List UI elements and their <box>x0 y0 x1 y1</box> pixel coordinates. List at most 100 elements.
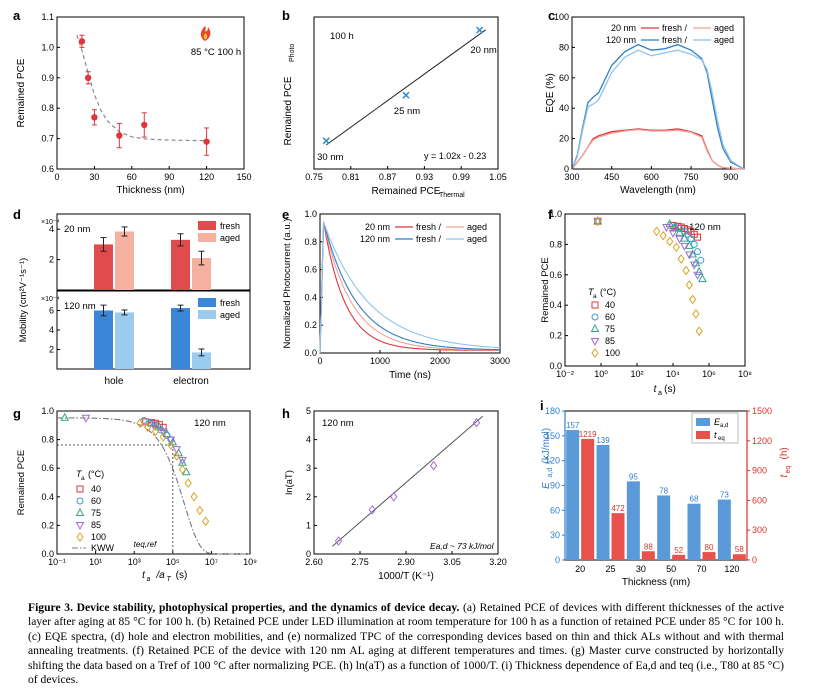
panel-h-ylabel: ln(aT) <box>284 470 295 495</box>
panel-g-xlabel-sub: a <box>147 576 151 583</box>
panel-g-point <box>201 516 210 527</box>
figure-3: a0 30 60 90 120 1500.60.70.80.91.01.1Thicknes… <box>13 8 792 588</box>
panel-d-top-bar <box>192 258 211 290</box>
panel-h-point <box>390 491 398 502</box>
panel-g-point <box>172 446 181 455</box>
panel-e-xlabel: Time (ns) <box>389 370 431 381</box>
panel-a-ytick-label: 0.9 <box>41 73 54 83</box>
panel-h-xtick-label: 3.20 <box>489 557 507 567</box>
caption-title: Figure 3. Device stability, photophysica… <box>28 601 464 614</box>
panel-g-point <box>184 478 192 489</box>
panel-e-ytick-label: 1.0 <box>304 209 317 219</box>
panel-f-point <box>685 240 694 249</box>
panel-letter: f <box>548 207 553 222</box>
panel-f-ytick-label: 1.0 <box>549 209 562 219</box>
panel-d-bottom-legend-label: fresh <box>220 298 240 308</box>
panel-e-series-line <box>319 221 500 354</box>
panel-h-ytick-label: 4 <box>306 435 311 445</box>
panel-i-bar-ead <box>626 481 640 560</box>
panel-i-value-ead: 95 <box>629 472 638 481</box>
panel-c-xtick-label: 750 <box>684 172 699 182</box>
panel-b-xtick-label: 0.81 <box>342 172 360 182</box>
panel-letter: a <box>13 8 21 23</box>
panel-i-category: 25 <box>605 564 615 574</box>
panel-letter: h <box>282 406 290 421</box>
panel-g-teq-label: teq,ref <box>134 540 157 549</box>
panel-e-series-line <box>319 221 501 354</box>
panel-i-bar-ead <box>687 503 701 560</box>
panel-i-value-ead: 68 <box>690 495 699 504</box>
panel-i-ytick-right-label: 600 <box>752 495 767 505</box>
panel-f-legend-label: 85 <box>605 336 615 346</box>
panel-f-legend-label: 100 <box>605 348 620 358</box>
panel-d-top-legend-label: aged <box>220 233 240 243</box>
panel-g-point <box>136 418 144 429</box>
panel-f-point <box>659 230 667 241</box>
panel-letter: d <box>13 207 21 222</box>
panel-c-series-line <box>571 128 745 170</box>
panel-i-bar-ead <box>596 444 610 560</box>
panel-c-legend-row2: 120 nm <box>606 35 636 45</box>
panel-g-xlabel: t <box>142 570 146 581</box>
panel-i-value-teq: 52 <box>674 546 683 555</box>
panel-f-legend-marker <box>591 348 599 358</box>
panel-c-ytick-label: 100 <box>554 12 569 22</box>
panel-h-xtick-label: 3.05 <box>443 557 461 567</box>
panel-a-ytick-label: 1.0 <box>41 42 54 52</box>
panel-d-top-label: 20 nm <box>64 224 90 235</box>
panel-b-equation: y = 1.02x - 0.23 <box>424 151 486 161</box>
panel-g-point <box>166 436 176 445</box>
panel-f-point <box>680 242 689 251</box>
panel-g-point <box>196 505 204 516</box>
panel-f-point <box>682 265 690 276</box>
panel-h-xtick-label: 2.90 <box>397 557 415 567</box>
panel-i-ytick-right-label: 1500 <box>752 406 772 416</box>
panel-a-ytick-label: 1.1 <box>41 12 54 22</box>
panel-f-point <box>680 233 689 242</box>
panel-g-point <box>178 464 187 475</box>
panel-b-ylabel-sub: Photo <box>289 44 296 62</box>
panel-a-point <box>78 38 86 45</box>
panel-g-annotation: 120 nm <box>194 418 226 429</box>
panel-f-point <box>693 271 702 280</box>
panel-g-point <box>144 422 152 433</box>
panel-e-series-line <box>319 221 500 354</box>
panel-f-point <box>593 216 603 225</box>
panel-i-bar-teq <box>641 551 655 560</box>
panel-d-bottom-bar <box>94 310 113 369</box>
panel-i-ytick-left-label: 150 <box>545 431 560 441</box>
panel-d-top-legend-swatch <box>198 233 216 242</box>
panel-g-point <box>178 457 187 466</box>
panel-e-legend-aged: aged <box>467 222 487 232</box>
panel-f-legend-title-unit: (°C) <box>600 287 616 297</box>
panel-i-bar-teq <box>611 513 625 560</box>
panel-f-point <box>694 248 702 256</box>
panel-h-ytick-label: 5 <box>306 406 311 416</box>
panel-b-point-label: 20 nm <box>470 45 496 56</box>
panel-e-series-line <box>319 221 500 354</box>
panel-b-point-label: 25 nm <box>394 106 420 117</box>
panel-g-xlabel-unit: (s) <box>176 570 188 581</box>
panel-i-value-teq: 472 <box>611 504 625 513</box>
panel-i-legend-teq-sub: eq <box>718 436 725 442</box>
panel-f-point <box>672 242 680 253</box>
panel-d-exponent: ×10⁻⁴ <box>41 219 60 226</box>
panel-i-ytick-right-label: 1200 <box>752 436 772 446</box>
panel-b-ylabel: Remained PCE <box>283 76 294 145</box>
panel-i-bar-teq <box>672 554 686 560</box>
panel-e-legend-fresh: fresh / <box>416 222 442 232</box>
panel-f-ytick-label: 0.8 <box>549 239 562 249</box>
panel-i-ylabel-right-sub: eq <box>785 466 792 474</box>
panel-c-ytick-label: 60 <box>559 73 569 83</box>
panel-h-point <box>334 536 343 546</box>
panel-b-xtick-label: 0.75 <box>305 172 323 182</box>
panel-f-point <box>675 235 684 244</box>
panel-f-xtick-label: 10⁻² <box>556 369 574 379</box>
panel-h-point <box>368 504 376 515</box>
panel-d-top-legend-swatch <box>198 221 216 230</box>
panel-c-legend-aged: aged <box>714 35 734 45</box>
panel-f-point <box>665 219 675 228</box>
panel-d-bottom-ytick-label: 4 <box>49 325 54 335</box>
panel-letter: i <box>540 398 544 413</box>
panel-h-ea-label: Ea,d ~ 73 kJ/mol <box>430 541 495 551</box>
